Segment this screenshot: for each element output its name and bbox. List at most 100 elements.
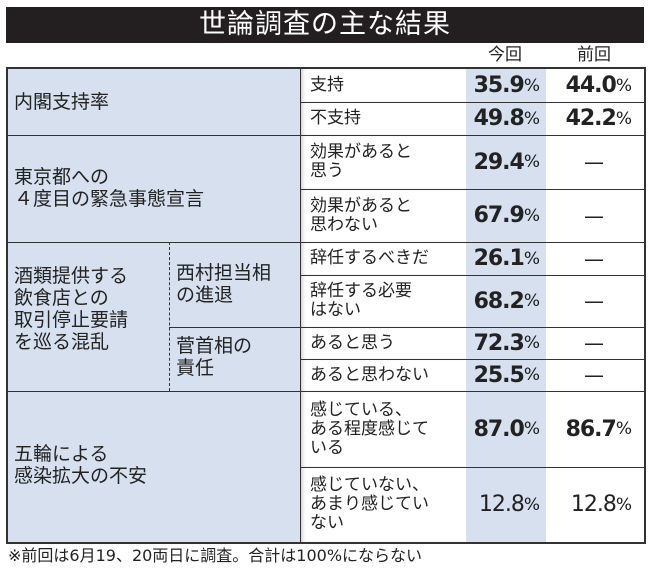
divider [8,391,644,392]
current-value: 29.4 [473,149,525,175]
divider [300,102,644,103]
previous-value-cell: — [546,189,644,242]
question-line: 飲食店との [14,287,109,309]
subquestion-line: 西村担当相 [176,262,272,284]
question-line: 東京都への [14,166,110,188]
previous-value-cell: — [546,275,644,327]
answer-label: 不支持 [310,108,361,128]
previous-value-dash: — [584,331,604,355]
subquestion-line: の進退 [176,284,234,306]
percent-sign: % [523,152,540,172]
previous-value: 86.7 [565,416,617,442]
question-line: 取引停止要請 [14,309,129,331]
question-olympics-anxiety: 五輪による 感染拡大の不安 [14,443,147,487]
page-title: 世論調査の主な結果 [6,7,644,43]
question-line: 感染拡大の不安 [14,465,148,487]
percent-sign: % [523,205,540,226]
answer-line: 感じていない、 [310,475,429,495]
percent-sign: % [615,419,632,439]
answer-line: いる [310,437,344,458]
percent-sign: % [523,333,540,353]
question-column [8,69,300,542]
previous-value-dash: — [584,150,604,174]
question-line: を巡る混乱 [14,331,110,353]
answer-cell: 辞任するべきだ [300,242,466,275]
question-alcohol-suspension: 酒類提供する 飲食店との 取引停止要請 を巡る混乱 [14,265,128,353]
divider [300,275,644,276]
current-value: 12.8 [478,492,525,517]
answer-cell: あると思わない [300,359,466,391]
percent-sign: % [523,494,540,515]
question-cabinet-approval: 内閣支持率 [14,91,110,113]
answer-cell: 辞任する必要 はない [300,275,466,327]
current-value: 87.0 [473,416,525,442]
current-value: 72.3 [473,330,525,356]
divider [8,242,644,243]
previous-value-cell: 42.2% [546,102,644,135]
current-value-cell: 67.9% [466,189,546,242]
divider [169,327,644,328]
answer-cell: 支持 [300,69,466,102]
answer-line: 効果があると [310,195,412,216]
subquestion-line: 責任 [176,357,215,379]
current-value-cell: 87.0% [466,391,546,467]
answer-label: あると思わない [310,364,429,385]
percent-sign: % [523,419,540,439]
question-line: ４度目の緊急事態宣言 [14,188,205,210]
previous-value-cell: — [546,327,644,359]
previous-value-cell: — [546,135,644,189]
answer-line: 辞任する必要 [310,281,412,301]
current-value-cell: 49.8% [466,102,546,135]
current-value-cell: 35.9% [466,69,546,102]
current-value-cell: 68.2% [466,275,546,327]
results-table: 内閣支持率 東京都への ４度目の緊急事態宣言 酒類提供する 飲食店との 取引停止… [6,67,646,544]
previous-value-cell: — [546,242,644,275]
column-header-current: 今回 [488,45,522,65]
current-value-cell: 26.1% [466,242,546,275]
answer-line: 思う [310,161,344,181]
divider [300,359,644,360]
previous-value-dash: — [584,289,604,313]
current-value-cell: 12.8% [466,467,546,542]
percent-sign: % [523,75,540,96]
answer-cell: 感じていない、 あまり感じてい ない [300,467,466,542]
percent-sign: % [523,365,540,385]
answer-cell: 不支持 [300,102,466,135]
answer-label: 支持 [310,75,344,95]
answer-line: 効果があると [310,142,412,162]
divider [8,135,644,136]
percent-sign: % [615,494,632,515]
percent-sign: % [523,108,540,129]
previous-value-dash: — [584,363,604,387]
previous-value-cell: 44.0% [546,69,644,102]
answer-cell: 効果があると 思う [300,135,466,189]
current-value: 25.5 [473,362,525,388]
previous-value-cell: 86.7% [546,391,644,467]
subquestion-suga: 菅首相の 責任 [176,335,252,379]
answer-line: ない [310,513,344,533]
column-header-previous: 前回 [577,45,611,65]
answer-cell: 感じている、 ある程度感じて いる [300,391,466,467]
current-value: 26.1 [473,246,525,271]
previous-value-cell: — [546,359,644,391]
subquestion-nishimura: 西村担当相 の進退 [176,262,271,306]
percent-sign: % [523,291,540,311]
current-value-cell: 29.4% [466,135,546,189]
current-value-cell: 72.3% [466,327,546,359]
answer-line: あまり感じてい [310,494,429,514]
current-value: 67.9 [473,203,525,228]
current-value-cell: 25.5% [466,359,546,391]
footnote: ※前回は6月19、20両日に調査。合計は100%にならない [8,546,423,565]
divider [300,189,644,190]
current-value: 68.2 [473,288,525,314]
question-line: 酒類提供する [14,265,129,287]
previous-value-dash: — [584,246,604,271]
answer-cell: あると思う [300,327,466,359]
answer-line: はない [310,300,361,320]
previous-value: 44.0 [565,73,617,98]
answer-line: ある程度感じて [310,418,429,439]
previous-value-dash: — [584,203,604,228]
answer-line: 思わない [310,214,378,235]
previous-value-cell: 12.8% [546,467,644,542]
divider [300,69,301,542]
